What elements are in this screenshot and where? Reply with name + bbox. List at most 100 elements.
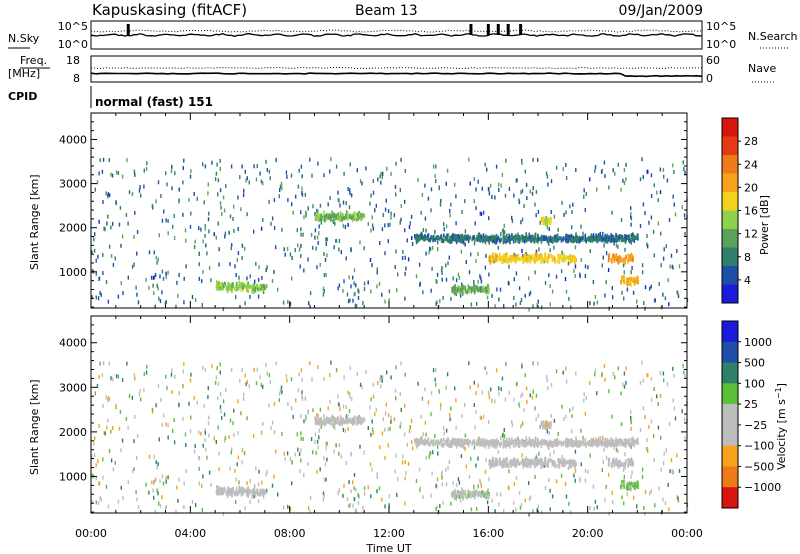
echo-cell [356,421,358,426]
echo-cell [469,385,471,390]
echo-cell [579,442,581,447]
echo-cell [553,234,556,239]
echo-cell [530,258,532,263]
echo-cell [628,460,630,465]
echo-cell [523,255,526,260]
echo-cell [207,421,210,426]
echo-cell [650,489,652,494]
echo-cell [625,380,627,385]
echo-cell [237,431,239,436]
echo-cell [292,210,294,215]
echo-cell [574,478,576,483]
echo-cell [523,443,526,448]
echo-cell [668,302,670,307]
echo-cell [261,480,263,485]
echo-cell [613,238,616,243]
echo-cell [277,492,279,497]
echo-cell [352,503,354,508]
echo-cell [524,237,527,242]
echo-cell [170,169,173,174]
echo-cell [152,488,154,493]
echo-cell [119,409,122,414]
echo-cell [185,443,187,447]
colorbar-tick-label: −25 [744,419,767,432]
echo-cell [303,268,305,273]
echo-cell [363,281,366,286]
echo-cell [407,461,410,466]
echo-cell [613,458,615,463]
echo-cell [97,501,100,506]
echo-cell [231,447,233,452]
echo-cell [500,387,502,392]
echo-cell [318,435,320,440]
echo-cell [352,298,354,303]
echo-cell [567,239,569,244]
echo-cell [341,216,343,221]
echo-cell [613,241,615,246]
echo-cell [490,256,493,261]
echo-cell [360,417,363,422]
echo-cell [446,440,448,444]
echo-cell [214,177,217,182]
colorbar-tick-label: 8 [744,251,751,264]
echo-cell [626,487,629,492]
echo-cell [298,372,300,377]
echo-cell [247,488,249,493]
echo-cell [637,484,639,489]
colorbar-segment [722,383,738,405]
echo-cell [525,456,527,461]
echo-cell [315,246,317,251]
echo-cell [582,231,584,236]
echo-cell [236,287,238,292]
echo-cell [565,289,568,294]
echo-cell [613,445,615,450]
echo-cell [300,243,302,248]
echo-cell [139,388,141,393]
echo-cell [653,457,655,462]
echo-cell [261,275,263,280]
echo-cell [569,254,572,259]
echo-cell [505,443,508,448]
echo-cell [512,443,515,448]
echo-cell [456,443,458,448]
echo-cell [287,299,289,304]
echo-cell [520,424,522,429]
echo-cell [575,239,578,244]
echo-cell [397,477,399,482]
echo-cell [509,444,511,449]
echo-cell [618,235,621,240]
echo-cell [422,290,424,295]
echo-cell [273,225,276,230]
echo-cell [263,490,266,495]
echo-cell [97,459,99,464]
echo-cell [99,361,101,366]
echo-cell [251,289,253,294]
echo-cell [245,382,247,387]
echo-cell [418,234,421,239]
echo-cell [230,246,232,251]
echo-cell [564,481,567,486]
echo-cell [499,287,502,292]
echo-cell [329,215,331,220]
echo-cell [437,240,439,245]
echo-cell [347,222,349,227]
echo-cell [485,287,488,292]
echo-cell [574,441,576,446]
echo-cell [356,371,358,376]
echo-cell [349,298,351,303]
echo-cell [421,192,424,197]
echo-cell [320,418,323,423]
echo-cell [215,235,217,240]
echo-cell [534,437,537,442]
echo-cell [671,264,673,269]
echo-cell [241,281,244,286]
echo-cell [434,229,436,234]
echo-cell [98,423,100,428]
echo-cell [357,213,359,217]
echo-cell [622,237,624,242]
echo-cell [254,491,257,496]
echo-cell [227,486,229,491]
echo-cell [456,287,458,291]
echo-cell [589,177,591,182]
echo-cell [522,258,524,263]
